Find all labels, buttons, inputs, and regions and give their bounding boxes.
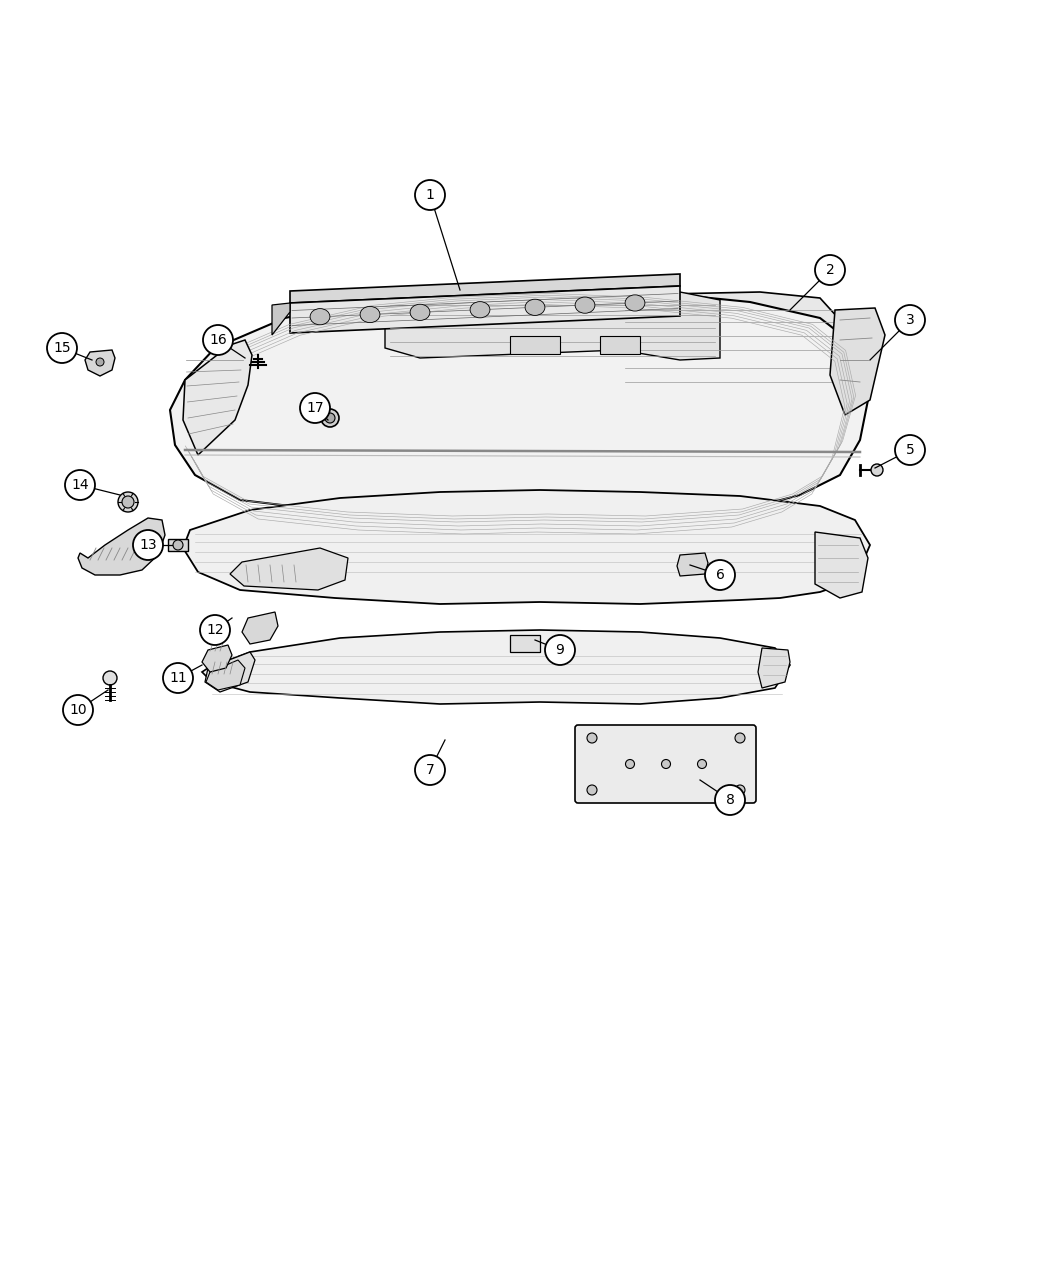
Polygon shape [758, 648, 790, 689]
Polygon shape [290, 286, 680, 333]
Circle shape [326, 413, 335, 423]
Circle shape [203, 325, 233, 354]
Text: 5: 5 [905, 442, 915, 456]
Circle shape [626, 760, 634, 769]
Text: 3: 3 [905, 312, 915, 326]
Circle shape [872, 464, 883, 476]
Circle shape [895, 305, 925, 335]
Polygon shape [85, 351, 116, 376]
Circle shape [705, 560, 735, 590]
Polygon shape [183, 490, 870, 604]
Ellipse shape [625, 295, 645, 311]
Polygon shape [183, 340, 252, 455]
Circle shape [415, 755, 445, 785]
Text: 7: 7 [425, 762, 435, 776]
Polygon shape [600, 337, 640, 354]
Polygon shape [290, 274, 680, 303]
Text: 12: 12 [206, 623, 224, 638]
Text: 17: 17 [307, 402, 323, 414]
Polygon shape [385, 289, 720, 360]
Circle shape [735, 785, 746, 796]
Polygon shape [815, 532, 868, 598]
Polygon shape [510, 337, 560, 354]
Polygon shape [677, 553, 708, 576]
FancyBboxPatch shape [575, 725, 756, 803]
Circle shape [545, 635, 575, 666]
Polygon shape [170, 288, 870, 516]
Circle shape [715, 785, 746, 815]
Circle shape [662, 760, 671, 769]
Text: 10: 10 [69, 703, 87, 717]
Polygon shape [205, 652, 255, 692]
Polygon shape [272, 303, 290, 335]
Circle shape [122, 496, 134, 507]
Circle shape [815, 255, 845, 286]
Polygon shape [230, 548, 348, 590]
Polygon shape [202, 630, 790, 704]
Polygon shape [242, 612, 278, 644]
Polygon shape [830, 309, 885, 414]
Text: 9: 9 [555, 643, 565, 657]
Circle shape [96, 358, 104, 366]
Circle shape [587, 785, 597, 796]
Ellipse shape [525, 300, 545, 315]
Circle shape [65, 470, 94, 500]
Circle shape [63, 695, 93, 725]
Circle shape [133, 530, 163, 560]
Polygon shape [168, 539, 188, 551]
Text: 8: 8 [726, 793, 734, 807]
Polygon shape [202, 645, 232, 672]
Text: 13: 13 [140, 538, 156, 552]
Text: 11: 11 [169, 671, 187, 685]
Text: 16: 16 [209, 333, 227, 347]
Circle shape [321, 409, 339, 427]
Circle shape [47, 333, 77, 363]
Circle shape [200, 615, 230, 645]
Text: 1: 1 [425, 187, 435, 201]
Circle shape [697, 760, 707, 769]
Circle shape [173, 541, 183, 550]
Circle shape [587, 733, 597, 743]
Ellipse shape [575, 297, 595, 314]
Circle shape [163, 663, 193, 694]
Text: 14: 14 [71, 478, 89, 492]
Ellipse shape [470, 302, 490, 317]
Ellipse shape [360, 306, 380, 323]
Circle shape [103, 671, 117, 685]
Circle shape [415, 180, 445, 210]
Ellipse shape [411, 305, 429, 320]
Ellipse shape [310, 309, 330, 325]
Polygon shape [510, 635, 540, 652]
Circle shape [118, 492, 138, 513]
Text: 2: 2 [825, 263, 835, 277]
Circle shape [735, 733, 746, 743]
Text: 6: 6 [715, 567, 724, 581]
Polygon shape [620, 292, 840, 395]
Polygon shape [206, 660, 245, 690]
Polygon shape [78, 518, 165, 575]
Text: 15: 15 [54, 340, 70, 354]
Circle shape [895, 435, 925, 465]
Circle shape [300, 393, 330, 423]
